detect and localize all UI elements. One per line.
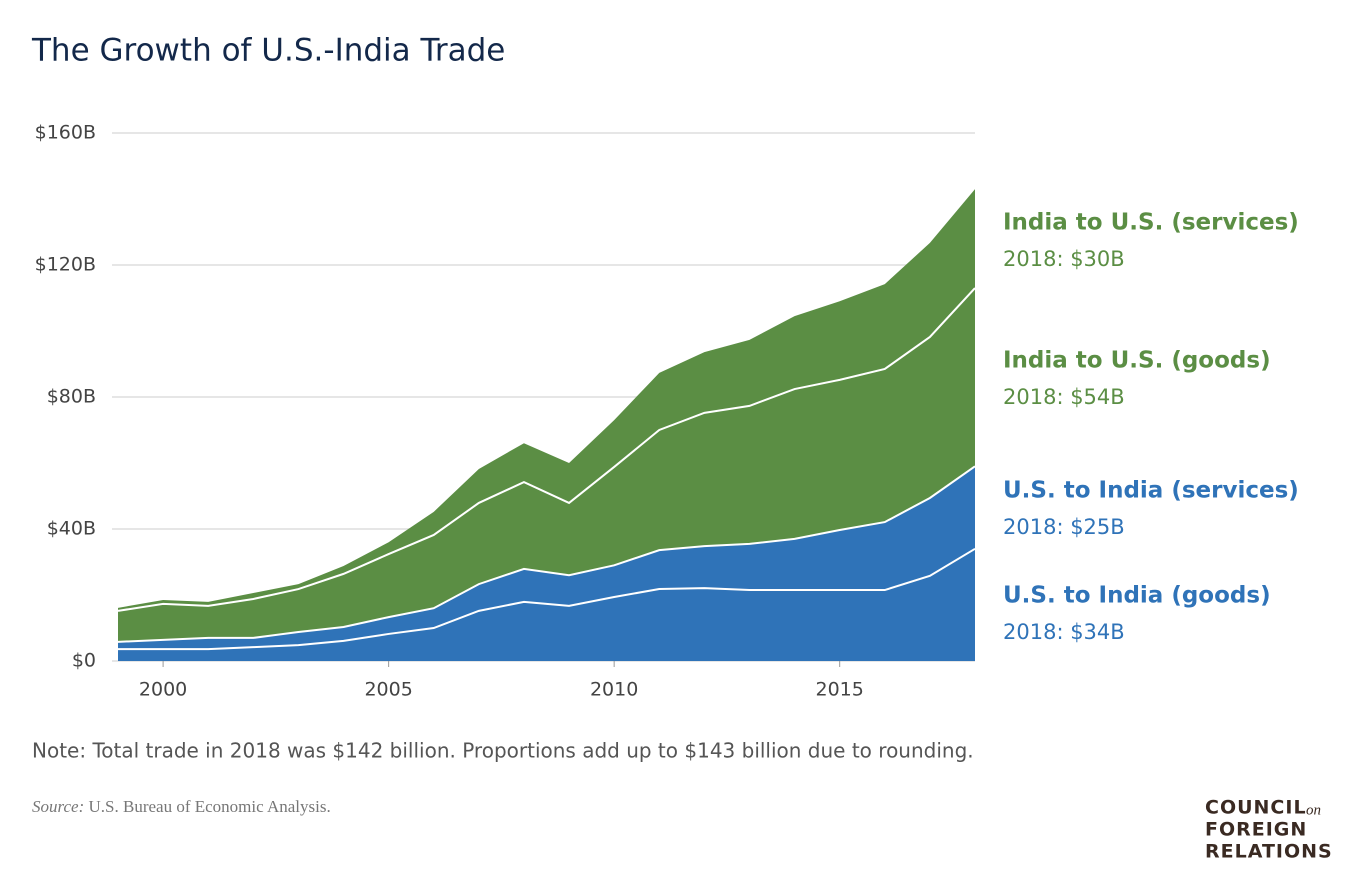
y-tick-label: $80B — [47, 386, 96, 408]
source-label: Source: — [32, 797, 84, 816]
legend-label: India to U.S. (services) — [1003, 210, 1299, 236]
y-tick-label: $0 — [72, 650, 96, 672]
area — [118, 466, 975, 650]
source: Source: U.S. Bureau of Economic Analysis… — [32, 797, 331, 816]
legend-label: U.S. to India (services) — [1003, 478, 1299, 504]
x-tick-label: 2015 — [816, 679, 864, 701]
logo: COUNCIL on FOREIGN RELATIONS — [1205, 797, 1333, 863]
end-label: 2018: $25B — [1003, 515, 1125, 539]
note: Note: Total trade in 2018 was $142 billi… — [32, 739, 974, 763]
legend-label: India to U.S. (goods) — [1003, 348, 1271, 374]
logo-text: RELATIONS — [1205, 841, 1333, 863]
x-tick-label: 2000 — [139, 679, 187, 701]
logo-text: COUNCIL — [1205, 797, 1307, 819]
y-tick-label: $160B — [35, 122, 96, 144]
logo-text: FOREIGN — [1205, 819, 1307, 841]
x-tick-label: 2005 — [364, 679, 412, 701]
logo-text: on — [1306, 802, 1321, 818]
boundary-line — [118, 547, 976, 651]
source-text: U.S. Bureau of Economic Analysis. — [89, 797, 331, 816]
end-label: 2018: $30B — [1003, 247, 1125, 271]
boundary-line — [117, 465, 976, 643]
y-tick-label: $40B — [47, 518, 96, 540]
x-tick-label: 2010 — [590, 679, 638, 701]
end-label: 2018: $54B — [1003, 385, 1125, 409]
end-label: 2018: $34B — [1003, 620, 1125, 644]
chart-title: The Growth of U.S.-India Trade — [31, 33, 505, 69]
y-tick-label: $120B — [35, 254, 96, 276]
legend-label: U.S. to India (goods) — [1003, 583, 1271, 609]
boundary-line — [117, 287, 976, 612]
